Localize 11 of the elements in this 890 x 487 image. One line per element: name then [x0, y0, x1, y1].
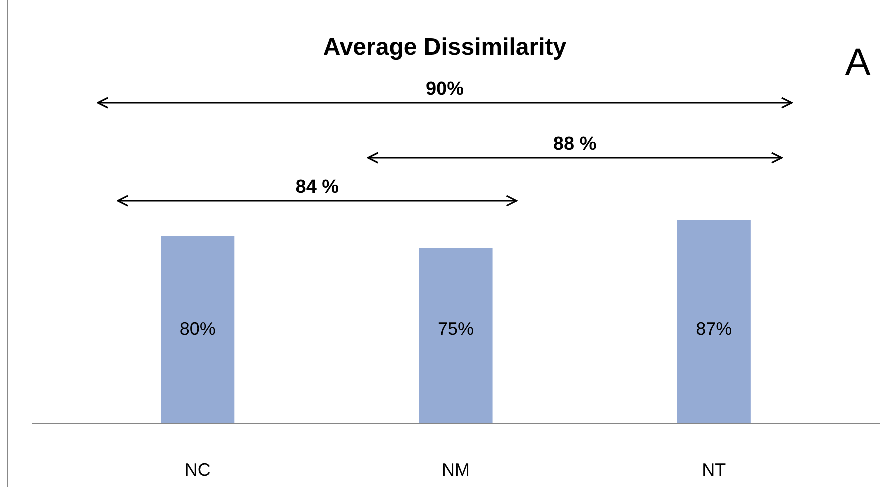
chart-title: Average Dissimilarity	[323, 34, 568, 61]
x-tick-label: NM	[442, 460, 470, 480]
data-label: 87%	[696, 319, 732, 339]
data-label: 80%	[180, 319, 216, 339]
text: 88 %	[553, 134, 597, 155]
text: A	[845, 42, 872, 84]
text: 90%	[426, 79, 464, 100]
text: 84 %	[296, 177, 340, 198]
x-tick-label: NC	[184, 460, 211, 480]
x-tick-label: NT	[702, 460, 726, 480]
data-label: 75%	[438, 319, 474, 339]
